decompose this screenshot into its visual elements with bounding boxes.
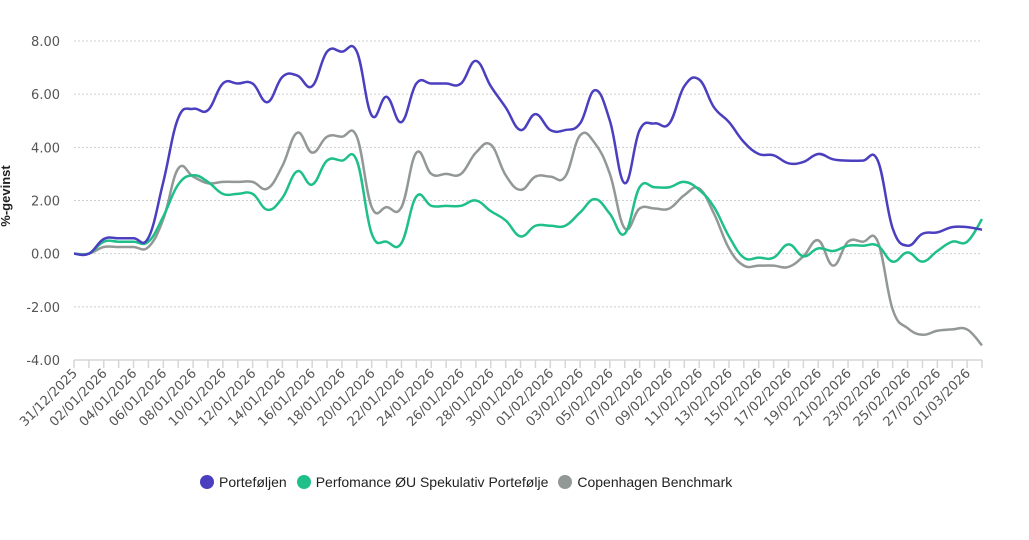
legend-marker-icon — [296, 475, 311, 489]
legend-marker-icon — [200, 475, 214, 489]
y-tick-label: -4.00 — [26, 354, 60, 369]
series-line-1[interactable] — [73, 152, 984, 263]
y-tick-label: -2.00 — [26, 301, 60, 316]
legend-label: Copenhagen Benchmark — [577, 474, 733, 490]
legend-item[interactable]: Porteføljen — [200, 474, 287, 490]
legend-item[interactable]: Copenhagen Benchmark — [558, 474, 732, 490]
y-tick-label: 2.00 — [31, 195, 60, 210]
legend-label: Perfomance ØU Spekulativ Portefølje — [315, 474, 549, 490]
y-tick-label: 6.00 — [31, 88, 60, 103]
legend-item[interactable]: Perfomance ØU Spekulativ Portefølje — [296, 474, 549, 490]
legend-marker-icon — [558, 475, 573, 489]
series-line-0[interactable] — [73, 44, 983, 257]
series-lines — [73, 44, 984, 347]
y-axis-ticks: 8.00 6.00 4.00 2.00 0.00 -2.00 -4.00 — [26, 35, 60, 369]
y-tick-label: 8.00 — [31, 35, 60, 50]
legend: Porteføljen Perfomance ØU Spekulativ Port… — [200, 474, 732, 490]
legend-label: Porteføljen — [219, 474, 287, 490]
y-tick-label: 0.00 — [31, 248, 60, 263]
y-tick-label: 4.00 — [31, 141, 60, 156]
x-axis: 31/12/202502/01/202604/01/202606/01/2026… — [17, 359, 983, 430]
grid-lines — [74, 40, 982, 308]
series-line-2[interactable] — [73, 129, 983, 347]
y-axis-label: %-gevinst — [0, 165, 13, 227]
